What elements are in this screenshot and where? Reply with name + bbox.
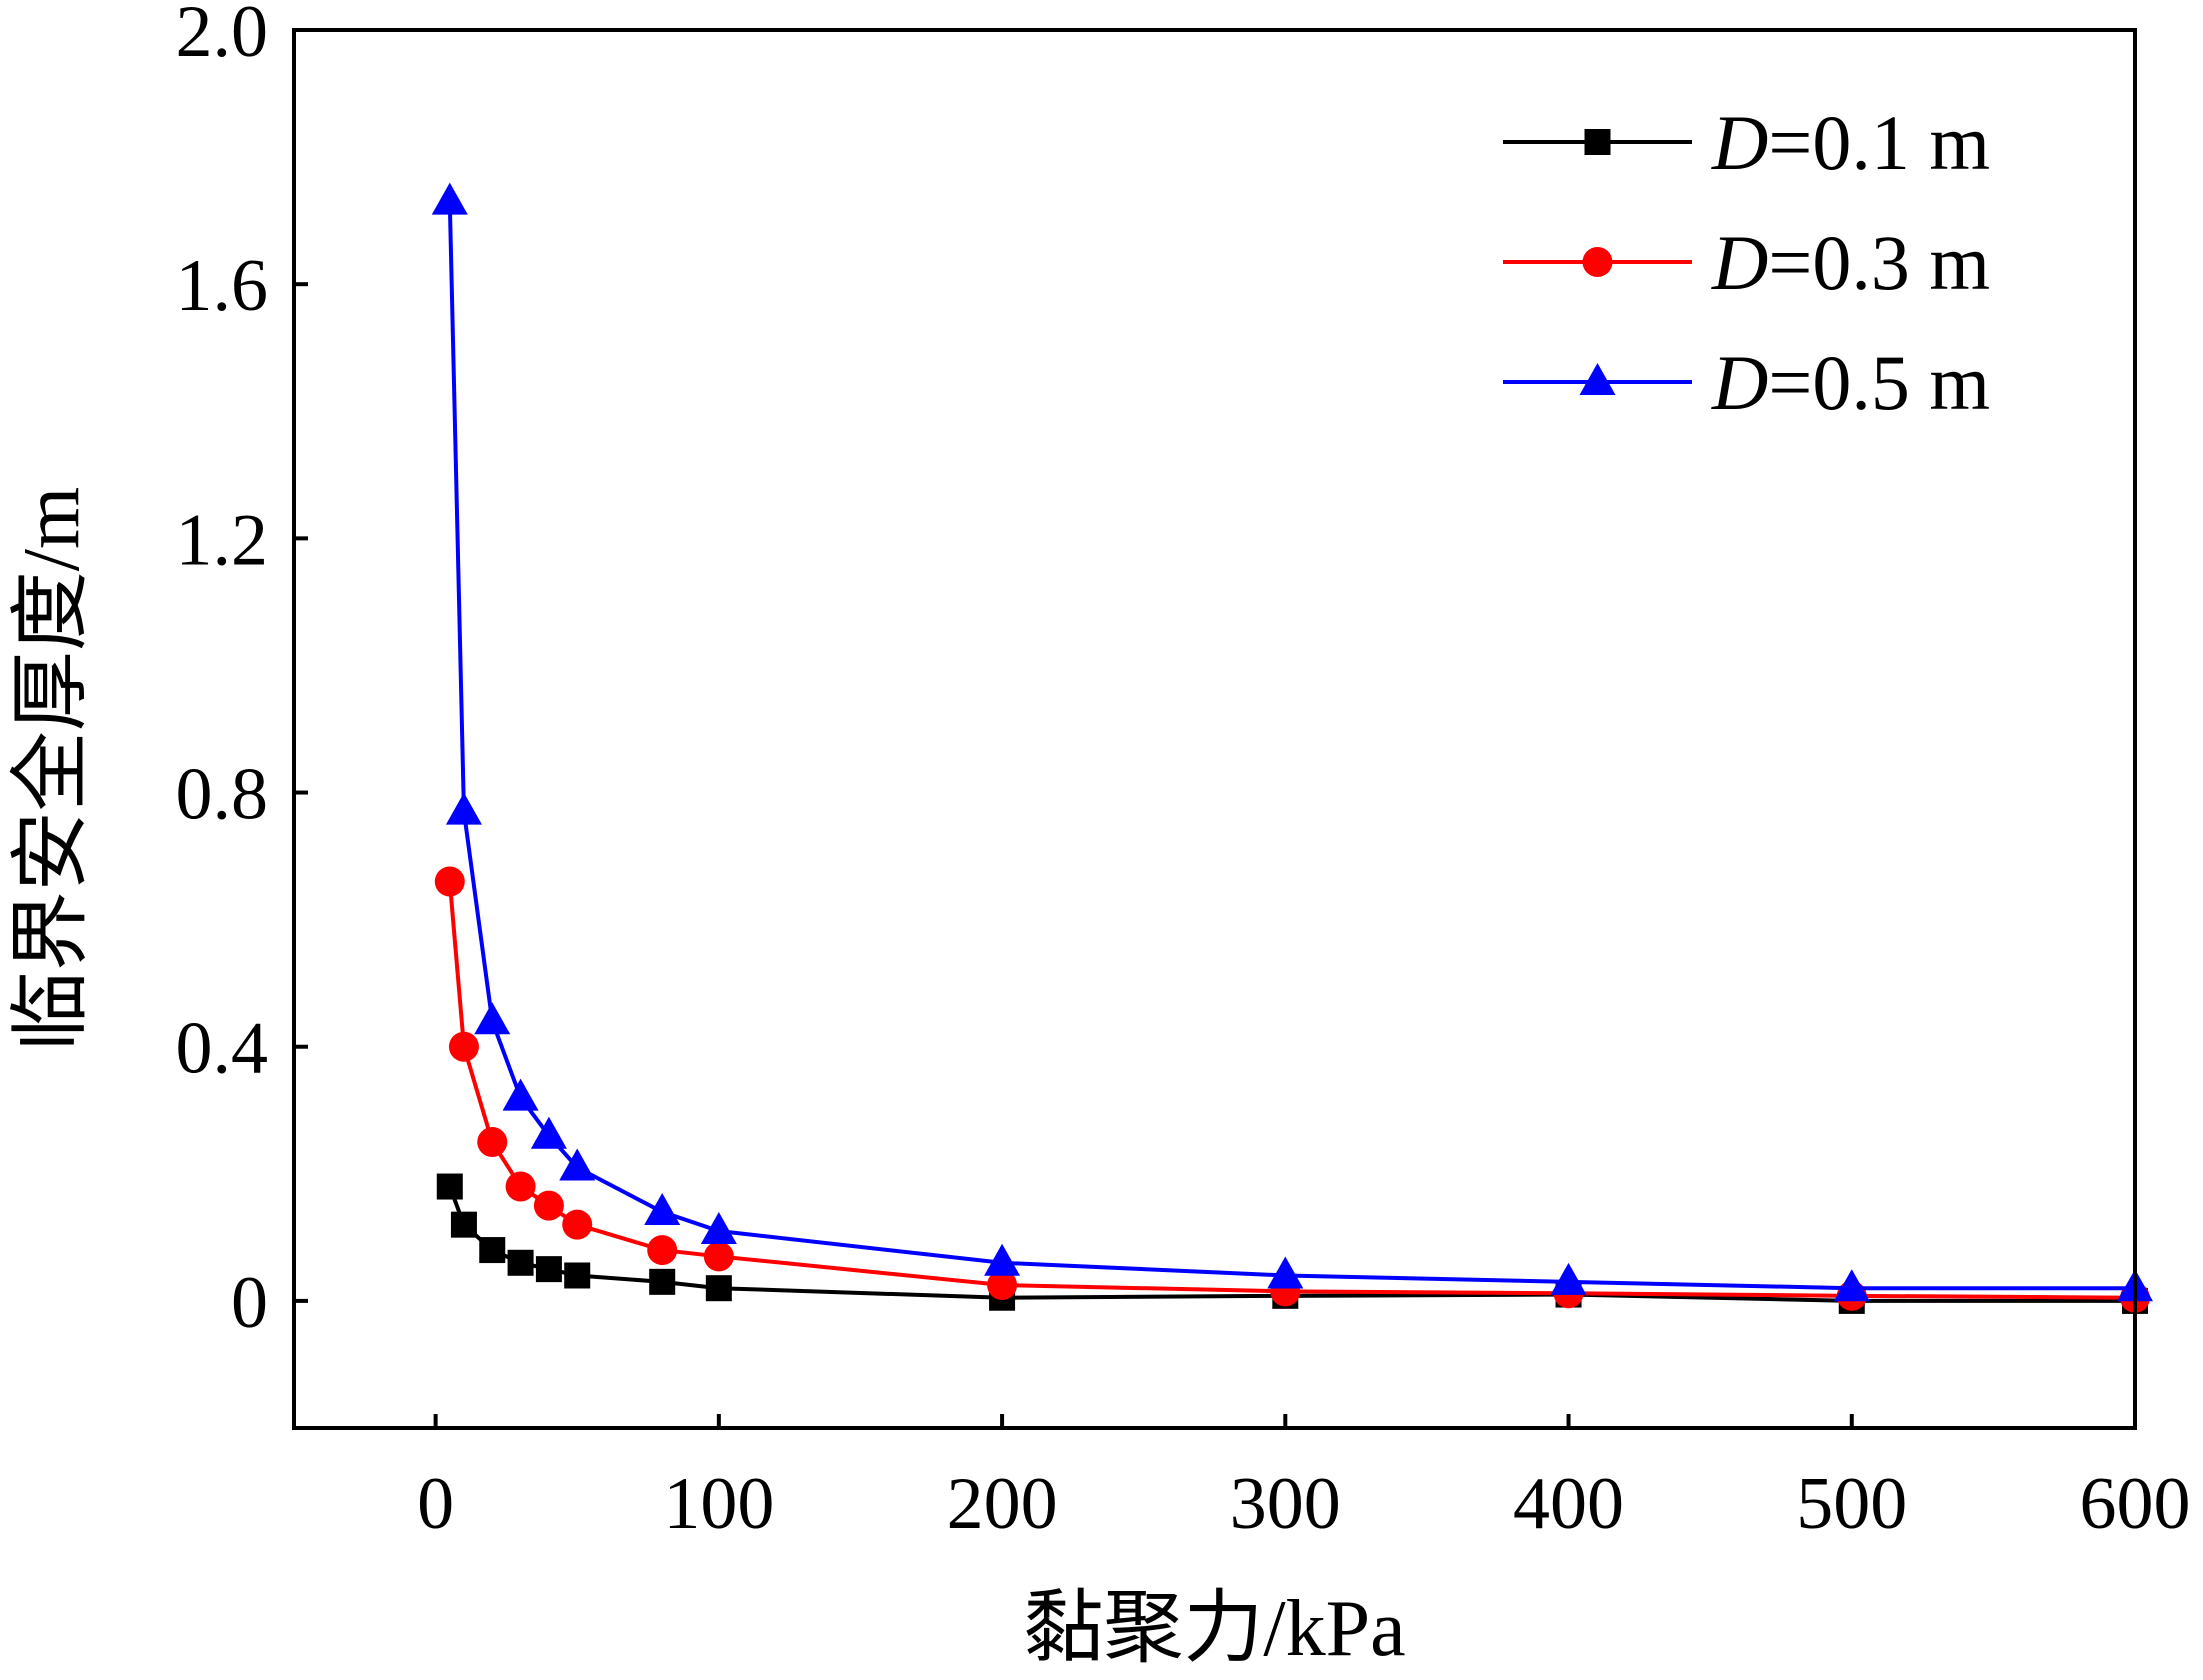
data-point-square <box>450 1211 477 1238</box>
x-axis-title: 黏聚力/kPa <box>1023 1585 1405 1673</box>
data-point-circle <box>533 1190 564 1221</box>
data-point-square <box>564 1262 591 1289</box>
data-point-square <box>535 1256 562 1283</box>
x-tick-label: 100 <box>663 1463 774 1545</box>
series-line <box>447 881 2136 1300</box>
legend-item: D=0.1 m <box>1503 99 1990 186</box>
data-point-triangle <box>700 1212 737 1245</box>
legend-item: D=0.3 m <box>1503 219 1990 306</box>
data-point-circle <box>703 1241 734 1272</box>
legend-marker-triangle <box>1579 363 1616 395</box>
data-point-circle <box>434 866 465 897</box>
data-point-triangle <box>559 1148 596 1181</box>
y-axis-ticks: 0 0.4 0.8 1.2 1.6 2.0 <box>176 0 308 1344</box>
data-point-square <box>436 1173 463 1200</box>
data-point-triangle <box>431 182 468 215</box>
legend-item: D=0.5 m <box>1503 339 1990 426</box>
series-layer <box>431 182 2153 1314</box>
y-tick-label: 2.0 <box>176 0 269 73</box>
plot-frame <box>292 28 2137 1430</box>
data-point-square <box>705 1275 732 1302</box>
data-point-square <box>649 1268 676 1295</box>
x-tick-label: 300 <box>1230 1463 1341 1545</box>
data-point-circle <box>647 1235 678 1266</box>
data-point-triangle <box>1550 1262 1587 1295</box>
data-point-triangle <box>502 1078 539 1111</box>
y-tick-label: 0 <box>231 1262 268 1344</box>
data-point-circle <box>448 1031 479 1062</box>
legend: D=0.1 m D=0.3 m D=0.5 m <box>1503 99 1990 426</box>
data-point-triangle <box>530 1116 567 1149</box>
data-point-square <box>507 1249 534 1276</box>
data-point-triangle <box>644 1192 681 1225</box>
x-axis-ticks: 0 100 200 300 400 500 600 <box>417 1414 2191 1545</box>
data-point-triangle <box>1833 1269 1870 1302</box>
legend-marker-square <box>1584 129 1611 155</box>
y-axis-title: 临界安全厚度/m <box>8 487 96 1051</box>
x-tick-label: 400 <box>1513 1463 1624 1545</box>
x-tick-label: 500 <box>1796 1463 1907 1545</box>
legend-marker-circle <box>1582 247 1613 277</box>
x-tick-label: 600 <box>2080 1463 2191 1545</box>
legend-label: D=0.5 m <box>1711 339 1990 426</box>
x-tick-label: 200 <box>947 1463 1058 1545</box>
data-point-triangle <box>474 1002 511 1035</box>
y-tick-label: 0.8 <box>176 754 269 836</box>
legend-label: D=0.1 m <box>1711 99 1990 186</box>
data-point-triangle <box>984 1243 1021 1276</box>
y-tick-label: 1.2 <box>176 499 269 581</box>
x-tick-label: 0 <box>417 1463 454 1545</box>
data-point-circle <box>562 1209 593 1240</box>
data-point-circle <box>505 1171 536 1202</box>
y-tick-label: 1.6 <box>176 245 269 327</box>
data-point-square <box>479 1237 506 1264</box>
legend-label: D=0.3 m <box>1711 219 1990 306</box>
data-point-circle <box>987 1270 1018 1301</box>
series-circle <box>434 866 2150 1313</box>
data-point-circle <box>477 1127 508 1158</box>
data-point-triangle <box>1267 1256 1304 1289</box>
data-point-triangle <box>445 792 482 825</box>
y-tick-label: 0.4 <box>176 1008 269 1090</box>
